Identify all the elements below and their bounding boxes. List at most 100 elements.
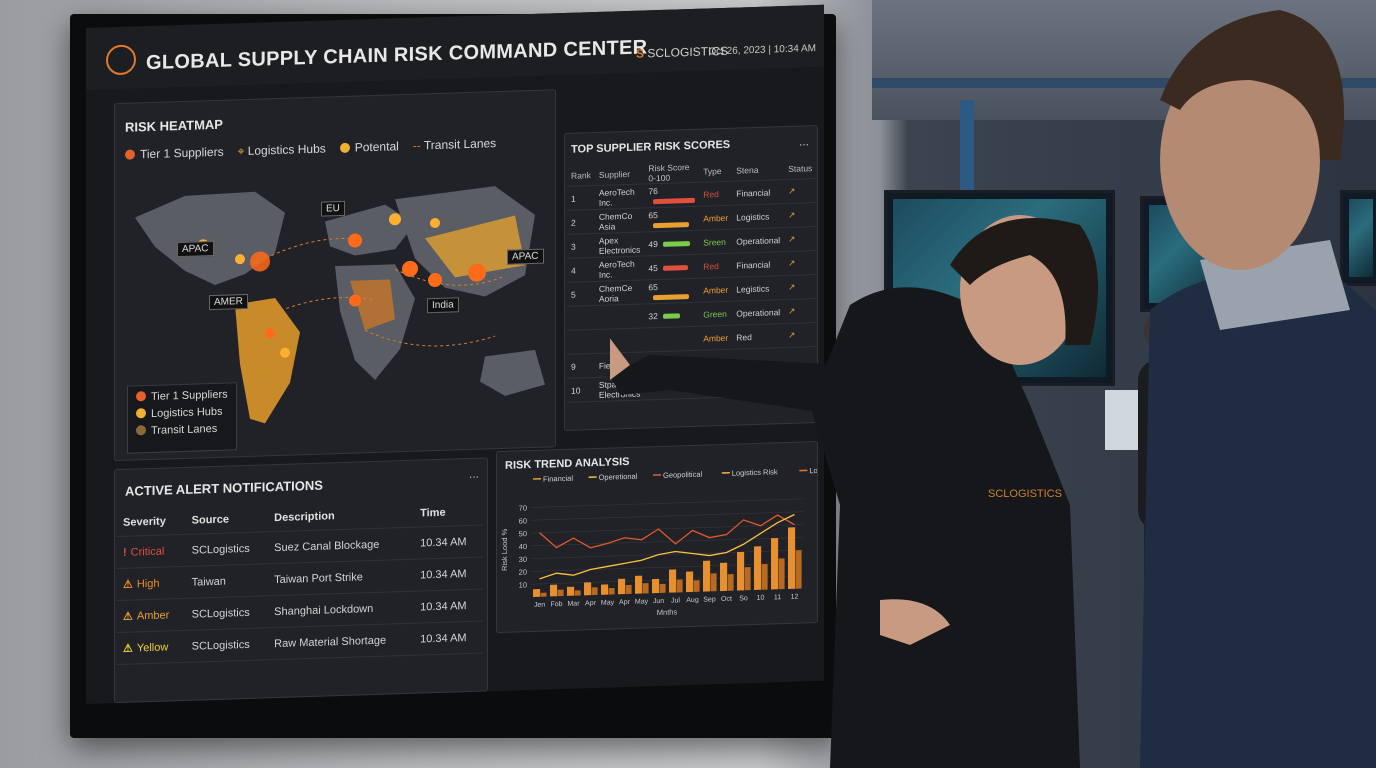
heatmap-title: RISK HEATMAP	[125, 116, 223, 135]
presenter-hand	[610, 338, 630, 380]
globe-icon	[106, 44, 136, 76]
background-monitor	[1340, 190, 1376, 286]
y-axis-label: Risk Lood %	[500, 528, 509, 571]
alert-severity: ! Critical	[117, 534, 186, 569]
warning-icon: !	[123, 546, 127, 559]
region-label: EU	[321, 200, 345, 217]
observer-person	[1140, 10, 1376, 768]
alert-description: Suez Canal Blockage	[268, 527, 415, 564]
jacket-logo: SCLOGISTICS	[988, 488, 1062, 500]
x-tick-label: Sep	[703, 596, 716, 603]
x-tick-label: Aug	[686, 597, 699, 604]
risk-hotspot[interactable]	[280, 347, 290, 358]
col-score[interactable]: Risk Score 0-100	[644, 161, 700, 184]
bar-financial	[618, 578, 626, 595]
y-tick-label: 20	[519, 568, 527, 577]
region-label: India	[427, 297, 459, 314]
bar-financial	[652, 578, 660, 594]
presenter-hair	[950, 218, 1098, 345]
supplier-rank: 2	[567, 209, 595, 235]
risk-hotspot[interactable]	[389, 213, 401, 226]
alerts-table: Severity Source Description Time ! Critic…	[117, 498, 483, 666]
risk-hotspot[interactable]	[250, 251, 270, 272]
bar-operational	[778, 558, 785, 590]
legend-label: Financial	[543, 474, 573, 484]
legend-dot	[136, 391, 146, 402]
bar-operational	[676, 579, 683, 593]
risk-trend-chart[interactable]: Financial Operetional Geopolitical Logistic…	[497, 464, 817, 632]
alert-severity: ⚠ Yellow	[117, 630, 186, 665]
legend-hubs: ⌖ Logistics Hubs	[238, 141, 326, 159]
y-tick-label: 70	[519, 504, 527, 513]
col-rank[interactable]: Rank	[567, 165, 595, 187]
risk-hotspot[interactable]	[428, 273, 442, 288]
supplier-type: Red	[699, 181, 733, 207]
south-america	[235, 298, 300, 424]
observer-face	[1160, 50, 1320, 270]
more-menu-icon[interactable]: ...	[798, 134, 809, 149]
series-line	[539, 514, 795, 549]
bar-financial	[703, 560, 711, 592]
observer-hair	[1160, 10, 1344, 160]
grid-line	[531, 536, 803, 547]
legend-label: Tier 1 Suppliers	[140, 144, 224, 162]
bar-operational	[795, 550, 802, 589]
x-tick-label: Apr	[619, 599, 631, 606]
x-tick-label: May	[601, 599, 615, 606]
alert-severity: ⚠ Amber	[117, 598, 186, 633]
supplier-rank: 4	[567, 257, 595, 283]
risk-trend-panel: RISK TREND ANALYSIS Financial Operetional…	[496, 440, 818, 634]
risk-hotspot[interactable]	[468, 263, 486, 282]
x-tick-label: Jun	[653, 598, 664, 605]
location-pin-icon: ⌖	[237, 144, 245, 159]
north-america	[135, 191, 285, 285]
more-menu-icon[interactable]: ...	[468, 466, 479, 481]
risk-hotspot[interactable]	[265, 328, 275, 339]
bar-operational	[693, 580, 700, 592]
risk-hotspot[interactable]	[402, 260, 418, 278]
col-status[interactable]: Status	[784, 158, 817, 180]
risk-hotspot[interactable]	[235, 254, 245, 265]
legend-lanes: -- Transit Lanes	[413, 136, 496, 154]
bar-financial	[771, 538, 779, 590]
col-stena[interactable]: Stena	[732, 159, 785, 182]
severity-label: Critical	[130, 545, 165, 559]
risk-hotspot[interactable]	[430, 218, 440, 229]
africa-risk-area	[350, 279, 395, 331]
severity-label: High	[136, 577, 160, 591]
ceiling-pipe	[872, 78, 1376, 88]
alert-source: SCLogistics	[185, 531, 269, 567]
alerts-panel: ACTIVE ALERT NOTIFICATIONS ... Severity …	[114, 457, 488, 704]
x-tick-label: Fob	[550, 601, 562, 608]
dashboard-title: GLOBAL SUPPLY CHAIN RISK COMMAND CENTER	[146, 36, 648, 75]
x-tick-label: So	[739, 595, 748, 602]
x-tick-label: Oct	[721, 596, 732, 603]
australia	[480, 349, 545, 396]
heatmap-legend: Tier 1 Suppliers ⌖ Logistics Hubs Potent…	[125, 136, 496, 163]
col-supplier[interactable]: Supplier	[594, 163, 645, 186]
risk-hotspot[interactable]	[348, 233, 362, 248]
col-source[interactable]: Source	[185, 505, 269, 535]
legend-dot	[136, 425, 146, 436]
grid-line	[531, 524, 803, 534]
world-map[interactable]	[125, 164, 557, 446]
heatmap-legend-box: Tier 1 Suppliers Logistics Hubs Transit …	[127, 382, 237, 454]
y-tick-label: 10	[519, 580, 527, 589]
col-severity[interactable]: Severity	[117, 507, 186, 537]
col-type[interactable]: Type	[699, 160, 733, 183]
supplier-rank: 1	[567, 185, 595, 211]
grid-line	[531, 511, 803, 521]
supplier-rank	[567, 305, 595, 331]
x-tick-label: 10	[757, 595, 765, 602]
bar-financial	[720, 562, 728, 592]
y-tick-label: 40	[519, 542, 527, 551]
presenter-person: SCLOGISTICS	[610, 215, 1098, 768]
risk-hotspot[interactable]	[349, 294, 361, 307]
alert-source: SCLogistics	[185, 627, 269, 663]
bar-operational	[659, 583, 666, 593]
bar-operational	[591, 587, 598, 596]
legend-dot	[125, 149, 135, 160]
col-time[interactable]: Time	[414, 498, 483, 528]
legend-box-item: Tier 1 Suppliers	[136, 389, 228, 404]
legend-label: Transit Lanes	[423, 136, 497, 153]
